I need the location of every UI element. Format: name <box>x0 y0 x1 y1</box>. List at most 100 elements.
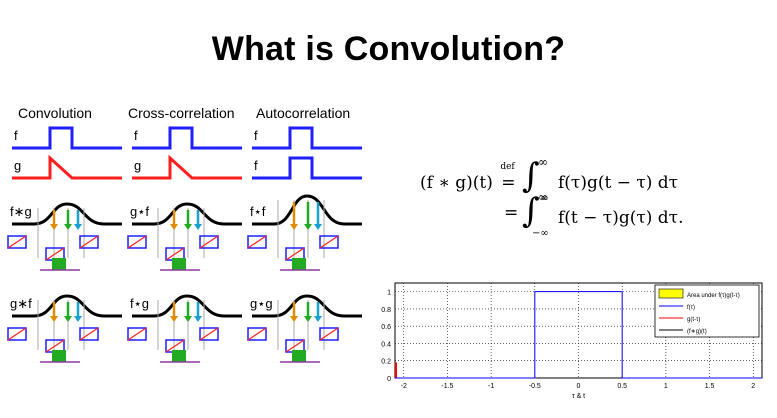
integral-sign-2: ∫ <box>522 191 540 231</box>
y-tick-label: 0 <box>387 376 391 383</box>
window-ramp <box>247 235 267 249</box>
arrow-head <box>304 316 312 322</box>
x-axis-label: τ & t <box>572 393 585 400</box>
x-tick-label: -0.5 <box>529 383 541 390</box>
lower-limit-1: −∞ <box>532 193 549 204</box>
window-box <box>7 235 27 249</box>
integral-sign: ∫ <box>522 156 540 196</box>
result-curve <box>132 202 242 226</box>
window-ramp <box>199 327 219 341</box>
def-label: def <box>500 162 515 172</box>
y-tick-label: 0.6 <box>381 324 391 331</box>
overlap-area <box>52 258 66 270</box>
window-ramp <box>319 235 339 249</box>
arrow-head <box>50 224 58 230</box>
arrow-head <box>290 316 298 322</box>
x-tick-label: 2 <box>751 383 755 390</box>
legend-label: g(t-τ) <box>687 317 700 323</box>
legend-label: f(τ) <box>687 305 695 311</box>
result-curve <box>12 202 122 226</box>
arrow-head <box>74 316 82 322</box>
arrow-head <box>194 224 202 230</box>
x-tick-label: -1.5 <box>441 383 453 390</box>
x-tick-label: -2 <box>401 383 407 390</box>
integrand-2: f(t − τ)g(τ) dτ. <box>558 208 684 228</box>
arrow-head <box>50 316 58 322</box>
upper-limit-1: ∞ <box>538 155 548 169</box>
label-f: f <box>14 128 18 143</box>
legend-label: (f∗g)(t) <box>687 329 707 335</box>
diagram-column: ff f⋆f g⋆g <box>247 126 362 363</box>
arrow-head <box>314 316 322 322</box>
header-convolution: Convolution <box>18 105 92 121</box>
arrow-head <box>170 224 178 230</box>
window-ramp <box>199 235 219 249</box>
series-line-f <box>395 291 762 379</box>
f-signal <box>252 126 362 150</box>
window-ramp <box>127 327 147 341</box>
window-ramp <box>165 247 185 261</box>
window-box <box>319 327 339 341</box>
g-signal <box>12 154 122 180</box>
x-tick-label: -1 <box>488 383 494 390</box>
f-signal-2 <box>252 156 362 180</box>
x-tick-label: 0 <box>577 383 581 390</box>
integrand-1: f(τ)g(t − τ) dτ <box>558 173 679 193</box>
y-tick-label: 1 <box>387 290 391 297</box>
label-g: g <box>134 158 141 173</box>
arrow-head <box>64 224 72 230</box>
overlap-area <box>52 350 66 362</box>
label-bot: f⋆g <box>130 296 149 311</box>
arrow-head <box>290 224 298 230</box>
y-tick-label: 0.4 <box>381 341 391 348</box>
arrow-head <box>194 316 202 322</box>
window-box <box>199 327 219 341</box>
y-tick-label: 0.8 <box>381 307 391 314</box>
window-ramp <box>127 235 147 249</box>
arrow-head <box>184 224 192 230</box>
overlap-area <box>172 258 186 270</box>
window-box <box>247 327 267 341</box>
window-ramp <box>79 327 99 341</box>
window-ramp <box>7 235 27 249</box>
arrow-head <box>74 224 82 230</box>
label-mid: f∗g <box>10 204 32 219</box>
convolution-plot: -2 -1.5 -1 -0.5 0 0.5 1 1.5 2 0 0.2 0.4 0.6 0.8 1 τ & t… <box>381 282 763 400</box>
window-box <box>319 235 339 249</box>
label-mid: g⋆f <box>130 204 149 219</box>
label-bot: g∗f <box>10 296 32 311</box>
x-tick-label: 1.5 <box>705 383 715 390</box>
result-curve-2 <box>12 294 122 318</box>
result-curve-2 <box>132 294 242 318</box>
window-ramp <box>45 247 65 261</box>
window-ramp <box>79 235 99 249</box>
overlap-area <box>292 350 306 362</box>
label-g: g <box>14 158 21 173</box>
label-g: f <box>254 158 258 173</box>
arrow-head <box>170 316 178 322</box>
label-mid: f⋆f <box>250 204 266 219</box>
window-ramp <box>45 339 65 353</box>
x-tick-label: 0.5 <box>617 383 627 390</box>
f-signal <box>12 126 122 150</box>
diagram-column: fg g⋆f f⋆g <box>127 126 242 363</box>
arrow-head <box>184 316 192 322</box>
label-f: f <box>134 128 138 143</box>
f-signal <box>132 126 242 150</box>
window-ramp <box>319 327 339 341</box>
window-box <box>79 327 99 341</box>
window-box <box>127 327 147 341</box>
arrow-head <box>314 224 322 230</box>
x-tick-label: 1 <box>664 383 668 390</box>
legend-label: Area under f(τ)g(t-τ) <box>687 293 740 299</box>
result-curve <box>252 194 362 226</box>
header-autocorrelation: Autocorrelation <box>256 105 351 121</box>
y-tick-label: 0.2 <box>381 359 391 366</box>
plot-legend: Area under f(τ)g(t-τ) f(τ) g(t-τ) (f∗g)(t) <box>654 284 760 338</box>
arrow-head <box>64 316 72 322</box>
window-box <box>199 235 219 249</box>
overlap-area <box>172 350 186 362</box>
window-box <box>7 327 27 341</box>
window-box <box>247 235 267 249</box>
